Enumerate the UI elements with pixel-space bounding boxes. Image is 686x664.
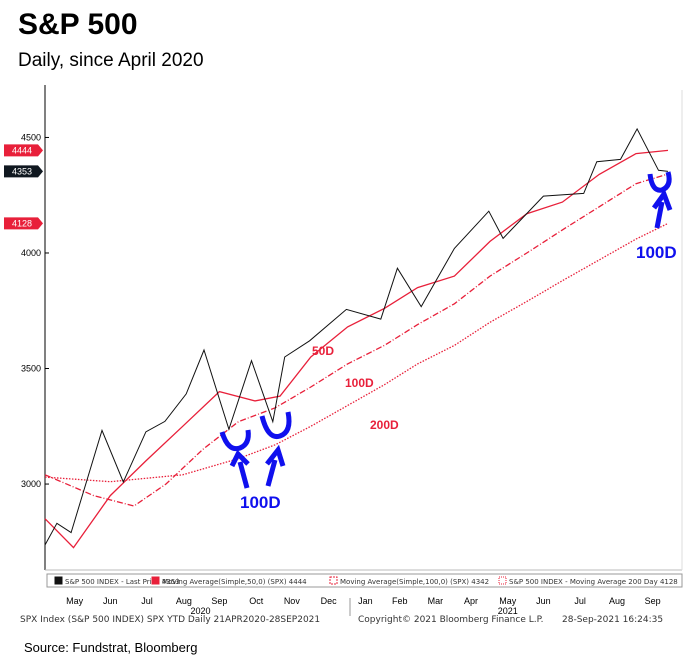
x-tick-label: Jun <box>103 596 118 606</box>
chart-title: S&P 500 <box>18 8 138 41</box>
x-tick-label: May <box>66 596 84 606</box>
legend-label: S&P 500 INDEX - Moving Average 200 Day 4… <box>509 578 678 586</box>
legend-label: Moving Average(Simple,100,0) (SPX) 4342 <box>340 578 489 586</box>
x-tick-label: Sep <box>645 596 661 606</box>
x-tick-label: May <box>499 596 517 606</box>
price-tag-label: 4128 <box>12 218 32 228</box>
price-tag-label: 4353 <box>12 166 32 176</box>
x-tick-label: Jul <box>574 596 586 606</box>
y-tick-label: 4000 <box>21 248 41 258</box>
legend-label: S&P 500 INDEX - Last Price 4353 <box>65 578 180 586</box>
x-tick-label: Feb <box>392 596 408 606</box>
arrow-icon <box>651 188 673 229</box>
price-tag <box>4 144 43 157</box>
blue-arc-1 <box>219 429 251 452</box>
legend-box <box>46 573 683 588</box>
x-tick-label: Dec <box>321 596 338 606</box>
y-tick-label: 3000 <box>21 479 41 489</box>
legend-swatch <box>329 576 338 585</box>
series-line-moving-average-simple-100-0-spx- <box>44 173 669 507</box>
x-tick-label: Nov <box>284 596 301 606</box>
x-tick-label: Mar <box>428 596 444 606</box>
annotation-100d-blue: 100D <box>240 493 281 512</box>
y-tick-label: 3500 <box>21 364 41 374</box>
footer-ticker: SPX Index (S&P 500 INDEX) SPX YTD Daily … <box>20 615 321 625</box>
x-tick-label: Aug <box>176 596 192 606</box>
x-tick-label: Sep <box>211 596 227 606</box>
legend-label: Moving Average(Simple,50,0) (SPX) 4444 <box>162 578 307 586</box>
x-tick-label: Apr <box>464 596 478 606</box>
x-year-label: 2021 <box>498 606 518 616</box>
series-line-s-p-500-index-last-price <box>44 127 669 546</box>
source-note: Source: Fundstrat, Bloomberg <box>24 640 198 655</box>
legend-swatch <box>151 576 160 585</box>
series-line-s-p-500-index-moving-average-200-day <box>44 222 669 483</box>
x-tick-label: Jun <box>536 596 551 606</box>
annotation-100d: 100D <box>345 376 374 390</box>
annotation-50d: 50D <box>312 344 334 358</box>
annotation-200d: 200D <box>370 418 399 432</box>
x-tick-label: Oct <box>249 596 264 606</box>
price-tag-label: 4444 <box>12 145 32 155</box>
footer-timestamp: 28-Sep-2021 16:24:35 <box>562 615 664 625</box>
legend-swatch <box>54 576 63 585</box>
blue-arc-2 <box>259 411 292 440</box>
y-tick-label: 4500 <box>21 132 41 142</box>
legend-swatch <box>498 576 507 585</box>
arrow-icon <box>229 449 250 489</box>
price-tag <box>4 165 43 178</box>
blue-arc-3 <box>647 171 672 193</box>
x-tick-label: Aug <box>609 596 625 606</box>
arrow-icon <box>265 444 286 487</box>
footer-copyright: Copyright© 2021 Bloomberg Finance L.P. <box>358 615 544 625</box>
series-line-moving-average-simple-50-0-spx- <box>44 149 669 549</box>
x-year-label: 2020 <box>190 606 210 616</box>
x-tick-label: Jul <box>141 596 153 606</box>
x-tick-label: Jan <box>358 596 373 606</box>
chart-subtitle: Daily, since April 2020 <box>18 50 204 71</box>
price-tag <box>4 217 43 230</box>
annotation-100d-blue: 100D <box>636 243 677 262</box>
